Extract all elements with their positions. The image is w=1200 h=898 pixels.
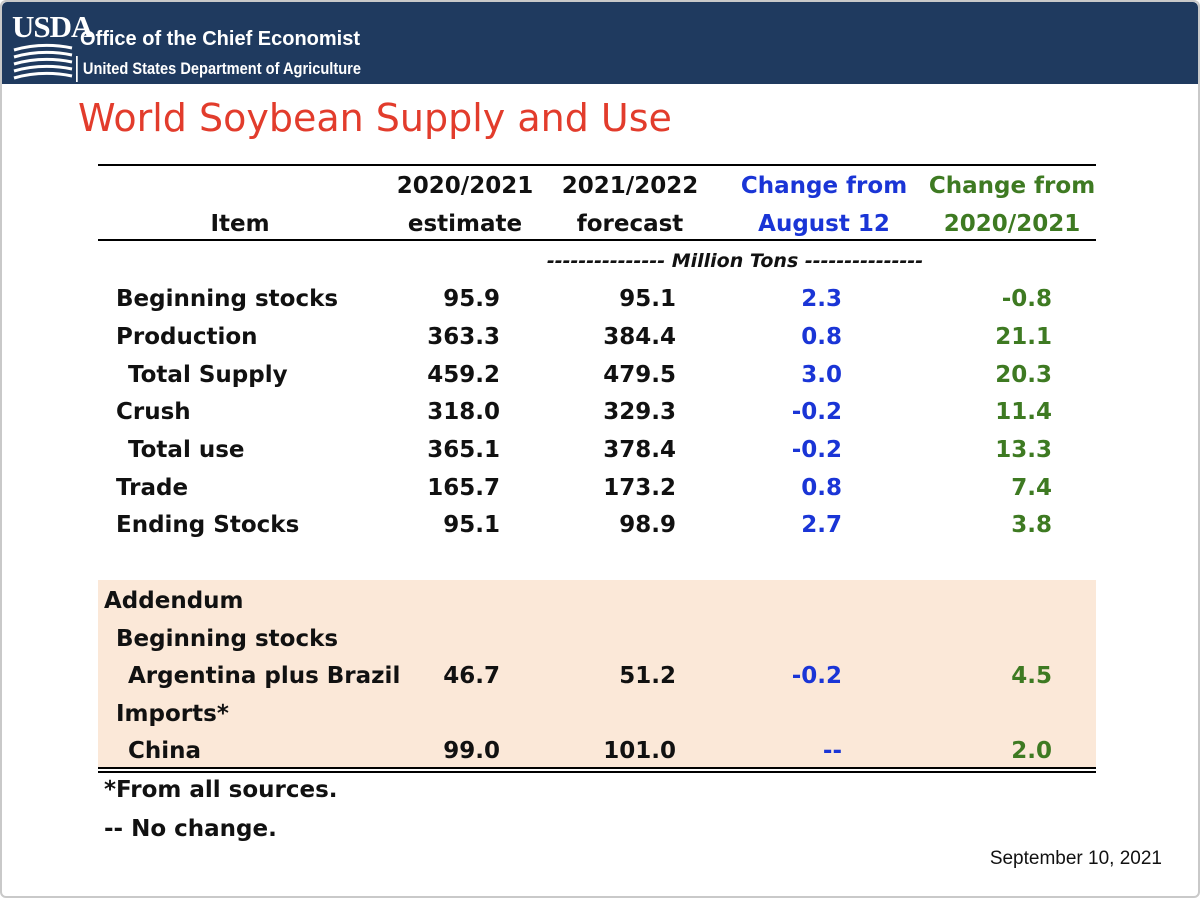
row-change-aug: 0.8 xyxy=(801,324,842,350)
header-bottom-rule xyxy=(98,239,1096,241)
header-change-aug-line2: August 12 xyxy=(758,211,890,237)
header-forecast-line1: 2021/2022 xyxy=(561,173,699,199)
row-change-aug: -0.2 xyxy=(791,399,842,425)
row-item: Ending Stocks xyxy=(116,512,300,538)
row-change-aug: 2.3 xyxy=(801,286,842,312)
row-forecast: 95.1 xyxy=(619,286,676,312)
footnote: *From all sources. xyxy=(104,777,338,803)
header-estimate-line1: 2020/2021 xyxy=(396,173,534,199)
row-item: Argentina plus Brazil xyxy=(128,663,401,689)
row-forecast: 101.0 xyxy=(603,738,676,764)
table-bottom-rule xyxy=(98,767,1096,769)
row-item: China xyxy=(128,738,202,764)
row-forecast: 479.5 xyxy=(603,362,676,388)
usda-logo-hills-icon xyxy=(13,43,73,80)
header-banner: USDA Office of the Chief Economist Unite… xyxy=(2,2,1198,84)
row-forecast: 98.9 xyxy=(619,512,676,538)
row-change-yr: 4.5 xyxy=(1011,663,1052,689)
row-change-aug: -- xyxy=(822,738,842,764)
row-estimate: 459.2 xyxy=(427,362,500,388)
header-estimate-line2: estimate xyxy=(407,211,523,237)
row-forecast: 378.4 xyxy=(603,437,676,463)
header-change-yr-line2: 2020/2021 xyxy=(943,211,1081,237)
page-title: World Soybean Supply and Use xyxy=(78,96,672,140)
row-change-aug: 0.8 xyxy=(801,475,842,501)
row-forecast: 173.2 xyxy=(603,475,676,501)
row-change-aug: -0.2 xyxy=(791,663,842,689)
usda-logo: USDA xyxy=(12,9,93,80)
row-change-aug: -0.2 xyxy=(791,437,842,463)
unit-label: --------------- Million Tons -----------… xyxy=(546,250,924,272)
row-estimate: 318.0 xyxy=(427,399,500,425)
row-change-yr: 21.1 xyxy=(995,324,1052,350)
header-forecast-line2: forecast xyxy=(576,211,684,237)
table-top-rule xyxy=(98,164,1096,166)
row-change-yr: 13.3 xyxy=(995,437,1052,463)
table-bottom-rule-double xyxy=(98,771,1096,773)
header-change-aug-line1: Change from xyxy=(740,173,908,199)
row-item: Beginning stocks xyxy=(116,286,339,312)
addendum-label: Addendum xyxy=(104,588,244,614)
row-item: Production xyxy=(116,324,258,350)
row-estimate: 365.1 xyxy=(427,437,500,463)
row-item: Total use xyxy=(128,437,245,463)
addendum-subheading: Imports* xyxy=(116,701,229,727)
addendum-subheading: Beginning stocks xyxy=(116,626,339,652)
footnote: -- No change. xyxy=(104,816,277,842)
department-name: United States Department of Agriculture xyxy=(76,56,361,82)
row-estimate: 165.7 xyxy=(427,475,500,501)
usda-logo-text: USDA xyxy=(12,9,93,44)
slide-date: September 10, 2021 xyxy=(989,848,1162,869)
office-name: Office of the Chief Economist xyxy=(80,28,361,50)
row-item: Total Supply xyxy=(128,362,288,388)
row-change-yr: -0.8 xyxy=(1001,286,1052,312)
row-change-yr: 7.4 xyxy=(1011,475,1052,501)
header-change-yr-line1: Change from xyxy=(928,173,1096,199)
row-estimate: 95.1 xyxy=(443,512,500,538)
row-estimate: 99.0 xyxy=(443,738,500,764)
header-item: Item xyxy=(210,211,270,237)
row-estimate: 46.7 xyxy=(443,663,500,689)
addendum-background xyxy=(98,580,1096,768)
row-estimate: 363.3 xyxy=(427,324,500,350)
row-item: Trade xyxy=(116,475,189,501)
row-item: Crush xyxy=(116,399,191,425)
row-change-yr: 2.0 xyxy=(1011,738,1052,764)
row-forecast: 51.2 xyxy=(619,663,676,689)
row-change-yr: 3.8 xyxy=(1011,512,1052,538)
row-change-aug: 3.0 xyxy=(801,362,842,388)
row-change-aug: 2.7 xyxy=(801,512,842,538)
row-forecast: 329.3 xyxy=(603,399,676,425)
row-forecast: 384.4 xyxy=(603,324,676,350)
row-change-yr: 11.4 xyxy=(995,399,1052,425)
row-change-yr: 20.3 xyxy=(995,362,1052,388)
row-estimate: 95.9 xyxy=(443,286,500,312)
